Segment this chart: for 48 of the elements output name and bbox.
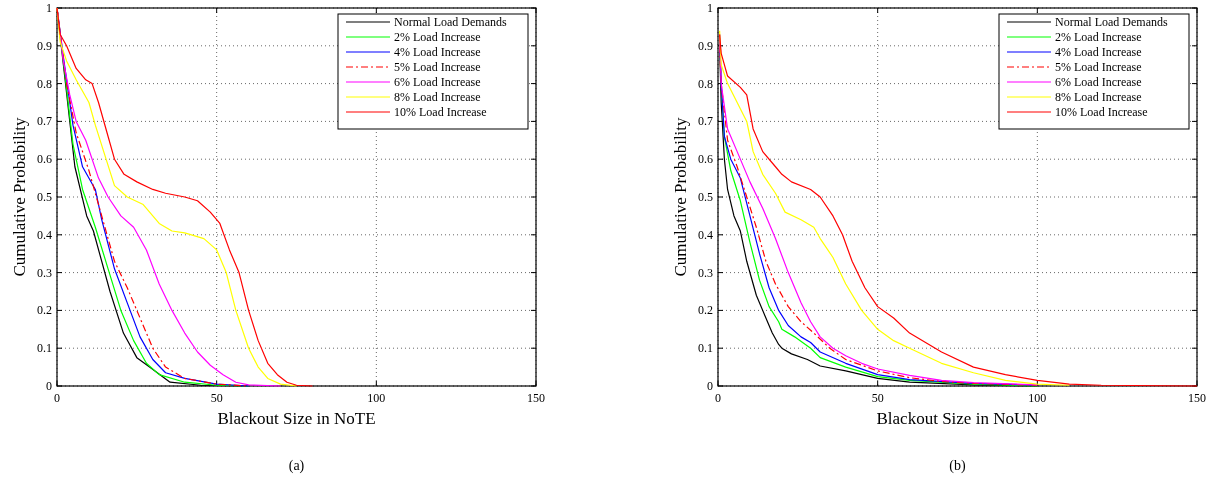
y-tick-label: 0.2 <box>37 303 52 318</box>
legend-label: 2% Load Increase <box>1055 30 1142 44</box>
x-tick-label: 150 <box>1188 391 1206 405</box>
y-tick-label: 0.1 <box>698 341 713 356</box>
y-tick-label: 0.6 <box>698 152 713 167</box>
legend-label: 10% Load Increase <box>1055 105 1148 119</box>
y-tick-label: 1 <box>707 1 713 15</box>
y-tick-label: 0.9 <box>698 38 713 53</box>
x-tick-label: 50 <box>210 391 223 405</box>
x-tick-label: 100 <box>367 391 386 405</box>
y-tick-label: 0.6 <box>37 152 52 167</box>
legend-label: 6% Load Increase <box>394 75 481 89</box>
x-tick-label: 100 <box>1028 391 1047 405</box>
y-tick-label: 0.7 <box>698 114 713 129</box>
legend-label: 8% Load Increase <box>1055 90 1142 104</box>
y-tick-label: 0.9 <box>37 38 52 53</box>
y-tick-label: 0 <box>46 379 52 393</box>
legend-label: 4% Load Increase <box>394 45 481 59</box>
x-axis-title: Blackout Size in NoUN <box>876 409 1039 428</box>
y-tick-label: 0.3 <box>37 265 52 280</box>
legend-label: 5% Load Increase <box>394 60 481 74</box>
legend-label: 6% Load Increase <box>1055 75 1142 89</box>
y-tick-label: 1 <box>46 1 52 15</box>
y-tick-label: 0.2 <box>698 303 713 318</box>
y-axis-title: Cumulative Probability <box>671 116 690 277</box>
y-tick-label: 0.7 <box>37 114 52 129</box>
y-tick-label: 0.1 <box>37 341 52 356</box>
legend-label: 2% Load Increase <box>394 30 481 44</box>
x-tick-label: 150 <box>527 391 545 405</box>
y-tick-label: 0.4 <box>698 227 713 242</box>
legend-label: Normal Load Demands <box>1055 15 1168 29</box>
legend-label: 5% Load Increase <box>1055 60 1142 74</box>
x-axis-title: Blackout Size in NoTE <box>217 409 376 428</box>
y-tick-label: 0.5 <box>37 190 52 204</box>
y-tick-label: 0.5 <box>698 190 713 204</box>
legend-label: 8% Load Increase <box>394 90 481 104</box>
y-tick-label: 0.8 <box>37 76 52 91</box>
y-tick-label: 0.3 <box>698 265 713 280</box>
legend-label: 10% Load Increase <box>394 105 487 119</box>
legend-label: 4% Load Increase <box>1055 45 1142 59</box>
text: (b) <box>949 458 966 474</box>
y-axis-title: Cumulative Probability <box>10 116 29 277</box>
x-tick-label: 50 <box>871 391 884 405</box>
y-tick-label: 0.4 <box>37 227 52 242</box>
y-tick-label: 0 <box>707 379 713 393</box>
legend-label: Normal Load Demands <box>394 15 507 29</box>
text: (a) <box>288 458 305 474</box>
y-tick-label: 0.8 <box>698 76 713 91</box>
